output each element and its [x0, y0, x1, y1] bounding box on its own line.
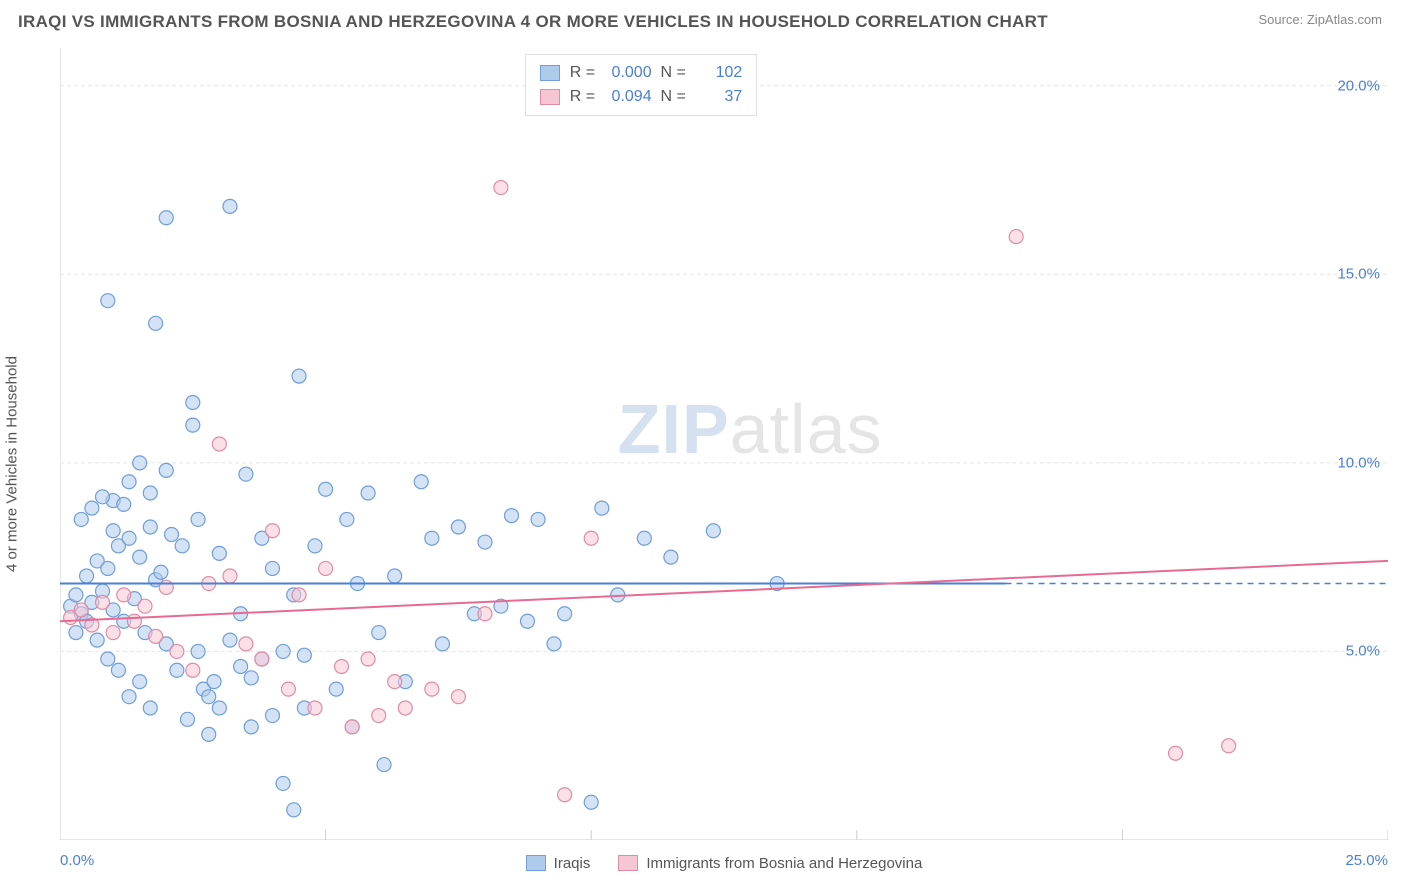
y-tick-label: 10.0%	[1337, 454, 1380, 471]
legend-swatch-bosnia	[618, 855, 638, 871]
legend-label-bosnia: Immigrants from Bosnia and Herzegovina	[646, 855, 922, 872]
y-tick-label: 20.0%	[1337, 77, 1380, 94]
source-attribution: Source: ZipAtlas.com	[1258, 12, 1382, 27]
stats-swatch	[540, 89, 560, 105]
plot-area: ZIPatlas R = 0.000 N = 102R = 0.094 N = …	[60, 48, 1388, 840]
stats-row: R = 0.094 N = 37	[540, 85, 742, 109]
y-axis-label: 4 or more Vehicles in Household	[4, 356, 21, 572]
legend-label-iraqis: Iraqis	[554, 855, 591, 872]
legend-item-bosnia: Immigrants from Bosnia and Herzegovina	[618, 855, 922, 872]
legend-item-iraqis: Iraqis	[526, 855, 591, 872]
bottom-legend: Iraqis Immigrants from Bosnia and Herzeg…	[60, 846, 1388, 880]
stats-swatch	[540, 65, 560, 81]
legend-swatch-iraqis	[526, 855, 546, 871]
scatter-plot-svg	[60, 48, 1388, 840]
stats-row: R = 0.000 N = 102	[540, 61, 742, 85]
chart-title: IRAQI VS IMMIGRANTS FROM BOSNIA AND HERZ…	[18, 12, 1048, 32]
chart-container: 4 or more Vehicles in Household ZIPatlas…	[18, 48, 1388, 880]
y-tick-label: 5.0%	[1346, 643, 1380, 660]
stats-legend-box: R = 0.000 N = 102R = 0.094 N = 37	[525, 54, 757, 116]
y-tick-label: 15.0%	[1337, 266, 1380, 283]
